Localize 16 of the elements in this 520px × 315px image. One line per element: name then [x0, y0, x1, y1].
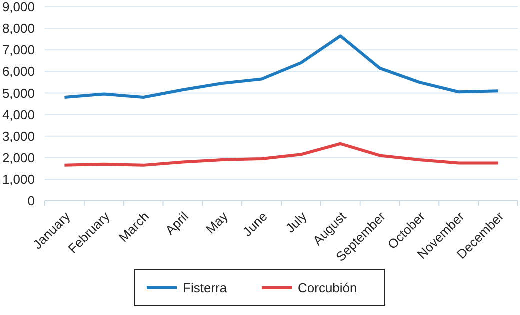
- y-tick-label: 0: [28, 194, 35, 209]
- line-series: [63, 34, 500, 100]
- y-tick-label: 2,000: [2, 150, 35, 166]
- y-tick-label: 8,000: [2, 21, 35, 36]
- y-tick-label: 5,000: [2, 86, 35, 101]
- x-tick-label: July: [282, 208, 310, 236]
- x-tick-label: May: [202, 208, 232, 237]
- legend-label: Fisterra: [183, 280, 228, 296]
- y-tick-label: 1,000: [2, 172, 35, 187]
- legend-label: Corcubión: [298, 280, 358, 296]
- line-series: [63, 142, 500, 167]
- y-tick-label: 4,000: [2, 107, 35, 122]
- y-tick-label: 3,000: [2, 128, 35, 144]
- y-tick-label: 9,000: [2, 0, 35, 15]
- y-tick-label: 7,000: [2, 42, 35, 58]
- y-tick-label: 6,000: [2, 64, 35, 80]
